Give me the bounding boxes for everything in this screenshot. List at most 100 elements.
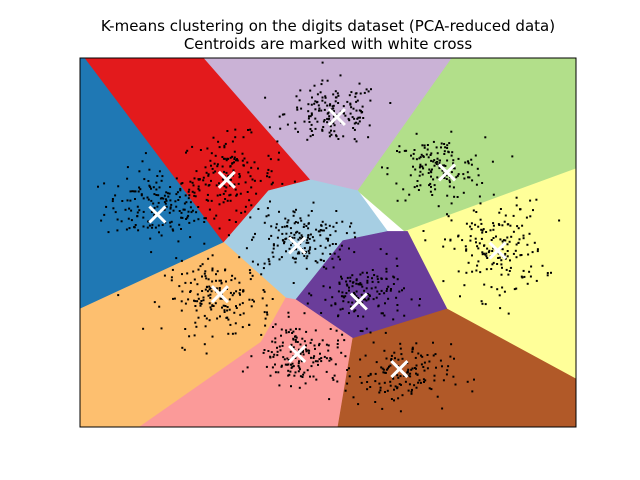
data-point	[213, 217, 216, 220]
data-point	[318, 230, 321, 233]
data-point	[485, 255, 488, 258]
data-point	[287, 315, 290, 318]
data-point	[191, 145, 194, 148]
data-point	[432, 140, 435, 143]
data-point	[292, 282, 295, 284]
data-point	[443, 176, 446, 179]
data-point	[150, 211, 153, 214]
data-point	[130, 219, 133, 222]
data-point	[401, 289, 403, 292]
data-point	[290, 363, 292, 366]
data-point	[307, 214, 310, 217]
data-point	[497, 257, 500, 259]
data-point	[368, 295, 371, 297]
data-point	[272, 247, 275, 250]
data-point	[241, 326, 244, 329]
data-point	[463, 177, 466, 180]
data-point	[161, 224, 164, 226]
data-point	[153, 193, 156, 196]
data-point	[484, 136, 487, 139]
data-point	[414, 168, 417, 171]
data-point	[466, 380, 469, 383]
data-point	[217, 140, 220, 143]
data-point	[253, 179, 256, 182]
data-point	[420, 153, 423, 156]
data-point	[333, 124, 336, 127]
data-point	[344, 355, 347, 358]
data-point	[127, 217, 130, 220]
data-point	[293, 374, 296, 377]
data-point	[340, 275, 342, 278]
data-point	[481, 182, 484, 184]
data-point	[297, 370, 300, 373]
data-point	[276, 244, 279, 247]
data-point	[168, 192, 171, 195]
data-point	[298, 360, 300, 363]
data-point	[186, 216, 189, 219]
data-point	[332, 225, 335, 228]
data-point	[533, 241, 536, 244]
data-point	[324, 223, 327, 226]
data-point	[257, 167, 259, 170]
data-point	[133, 190, 136, 193]
data-point	[165, 198, 167, 201]
data-point	[399, 347, 402, 350]
data-point	[314, 247, 317, 250]
data-point	[211, 167, 214, 170]
data-point	[407, 368, 410, 371]
data-point	[334, 96, 337, 99]
data-point	[507, 223, 510, 226]
data-point	[408, 383, 411, 386]
data-point	[389, 289, 392, 292]
data-point	[519, 208, 522, 211]
data-point	[265, 215, 268, 218]
data-point	[305, 225, 308, 227]
data-point	[214, 302, 217, 305]
data-point	[281, 239, 284, 242]
data-point	[317, 104, 320, 107]
data-point	[421, 144, 424, 147]
data-point	[336, 346, 339, 349]
data-point	[201, 263, 204, 266]
data-point	[160, 234, 163, 237]
data-point	[475, 269, 478, 272]
data-point	[331, 243, 334, 245]
data-point	[323, 119, 326, 121]
data-point	[498, 224, 501, 226]
data-point	[370, 88, 372, 91]
data-point	[515, 196, 518, 199]
data-point	[155, 188, 158, 191]
data-point	[319, 91, 322, 94]
data-point	[267, 168, 270, 171]
data-point	[221, 156, 224, 158]
data-point	[348, 289, 350, 292]
data-point	[267, 154, 270, 157]
data-point	[224, 305, 227, 307]
data-point	[406, 371, 409, 374]
data-point	[321, 128, 324, 131]
data-point	[474, 154, 477, 157]
data-point	[425, 153, 428, 156]
data-point	[419, 184, 422, 187]
data-point	[452, 186, 455, 189]
data-point	[449, 238, 452, 241]
data-point	[278, 115, 281, 118]
data-point	[272, 243, 275, 246]
data-point	[175, 193, 178, 196]
data-point	[282, 356, 285, 359]
data-point	[261, 297, 264, 300]
data-point	[212, 171, 215, 174]
data-point	[403, 149, 406, 152]
data-point	[306, 138, 309, 141]
data-point	[318, 107, 321, 110]
data-point	[193, 334, 196, 337]
data-point	[184, 194, 187, 197]
data-point	[421, 173, 424, 176]
data-point	[204, 270, 207, 273]
data-point	[546, 272, 549, 274]
data-point	[307, 250, 310, 253]
data-point	[376, 278, 379, 281]
data-point	[338, 282, 341, 285]
data-point	[499, 238, 502, 241]
data-point	[142, 327, 145, 330]
